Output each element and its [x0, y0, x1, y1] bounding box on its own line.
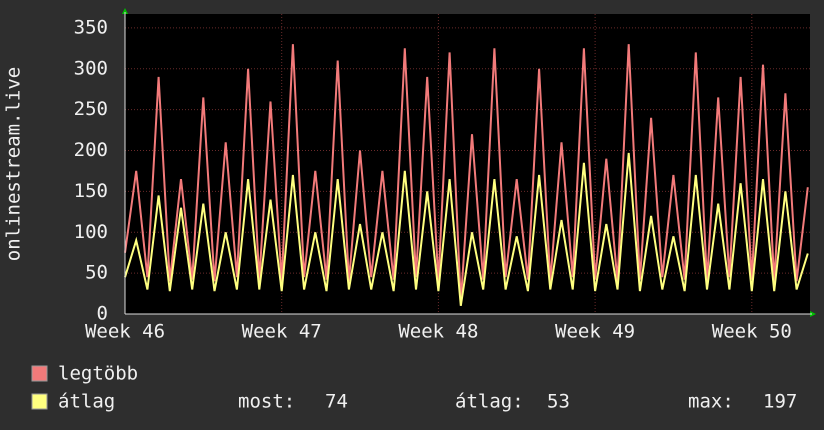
legend-label: legtöbb [58, 363, 138, 385]
series-line [124, 44, 809, 302]
y-tick-label: 150 [74, 180, 108, 202]
y-axis-label: onlinestream.live [3, 67, 25, 261]
stat-label: átlag: [455, 391, 524, 413]
y-tick-label: 250 [74, 98, 108, 120]
axis-arrow [810, 311, 816, 317]
stat-value: 197 [763, 391, 797, 413]
axis-arrow [122, 8, 128, 14]
stat-value: 53 [547, 391, 570, 413]
series-line [124, 152, 809, 306]
x-tick-label: Week 47 [242, 321, 322, 343]
stat-label: max: [688, 391, 734, 413]
y-tick-label: 300 [74, 57, 108, 79]
y-tick-label: 0 [97, 303, 108, 325]
y-tick-label: 350 [74, 16, 108, 38]
legend-swatch [31, 365, 48, 382]
legend-swatch [31, 393, 48, 410]
y-tick-label: 100 [74, 221, 108, 243]
y-tick-label: 50 [85, 262, 108, 284]
x-tick-label: Week 50 [712, 321, 792, 343]
y-tick-label: 200 [74, 139, 108, 161]
stat-value: 74 [325, 391, 348, 413]
x-tick-label: Week 48 [398, 321, 478, 343]
legend-label: átlag [58, 391, 115, 413]
stat-label: most: [238, 391, 295, 413]
x-tick-label: Week 46 [85, 321, 165, 343]
x-tick-label: Week 49 [555, 321, 635, 343]
